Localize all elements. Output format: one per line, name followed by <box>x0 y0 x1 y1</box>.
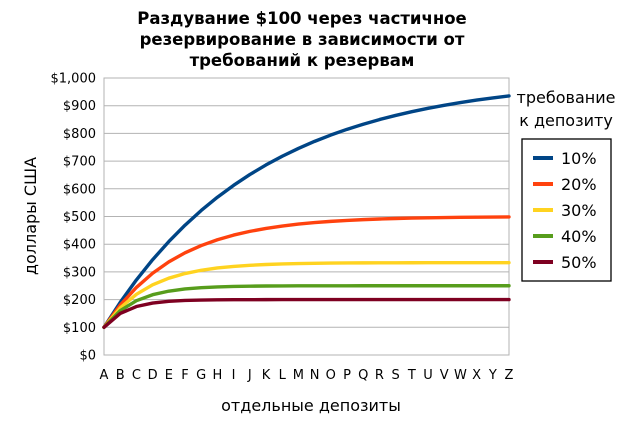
y-tick-label: $1,000 <box>51 72 97 87</box>
y-tick-label: $800 <box>63 127 96 142</box>
x-tick-label: E <box>165 368 173 383</box>
legend-label: 30% <box>561 201 597 220</box>
chart-title-line-1: Раздувание $100 через частичное <box>137 9 467 28</box>
x-tick-label: K <box>262 368 271 383</box>
x-tick-label: U <box>423 368 433 383</box>
x-tick-label: C <box>132 368 141 383</box>
y-tick-label: $300 <box>63 265 96 280</box>
legend: требование к депозиту 10% 20% 30% 40% 50% <box>517 88 616 282</box>
y-tick-label: $500 <box>63 210 96 225</box>
x-tick-label: P <box>343 368 351 383</box>
y-tick-label: $900 <box>63 99 96 114</box>
legend-title-line-2: к депозиту <box>519 111 613 130</box>
series-line-3 <box>102 260 511 329</box>
series-line-1 <box>102 94 511 329</box>
y-axis-title: доллары США <box>21 157 40 275</box>
x-tick-label: S <box>391 368 399 383</box>
x-tick-label: X <box>472 368 481 383</box>
y-tick-label: $700 <box>63 155 96 170</box>
legend-items: 10% 20% 30% 40% 50% <box>533 149 597 272</box>
x-tick-label: Z <box>505 368 514 383</box>
x-tick-label: W <box>454 368 467 383</box>
series-lines <box>102 94 511 329</box>
x-axis-title: отдельные депозиты <box>221 396 401 415</box>
y-tick-label: $0 <box>79 349 96 364</box>
x-tick-label: A <box>100 368 109 383</box>
x-tick-label: R <box>375 368 384 383</box>
x-tick-label: M <box>293 368 304 383</box>
x-tick-label: G <box>196 368 206 383</box>
series-line-4 <box>102 284 511 329</box>
series-line-2 <box>102 215 511 329</box>
series-line-5 <box>102 297 511 329</box>
x-tick-label: D <box>148 368 158 383</box>
chart-title-line-2: резервирование в зависимости от <box>140 30 465 49</box>
y-axis-ticks: $0 $100 $200 $300 $400 $500 $600 $700 $800 $900 $1… <box>51 72 97 364</box>
y-tick-label: $200 <box>63 293 96 308</box>
legend-label: 40% <box>561 227 597 246</box>
x-tick-label: J <box>247 368 252 383</box>
x-tick-label: Q <box>358 368 368 383</box>
x-tick-label: I <box>232 368 236 383</box>
y-tick-label: $400 <box>63 238 96 253</box>
x-tick-label: B <box>116 368 125 383</box>
x-tick-label: N <box>310 368 320 383</box>
x-tick-label: O <box>326 368 336 383</box>
y-tick-label: $100 <box>63 321 96 336</box>
legend-label: 50% <box>561 253 597 272</box>
x-tick-label: H <box>213 368 223 383</box>
legend-title-line-1: требование <box>517 88 616 107</box>
y-tick-label: $600 <box>63 182 96 197</box>
x-tick-label: L <box>279 368 287 383</box>
x-tick-label: T <box>407 368 416 383</box>
legend-label: 10% <box>561 149 597 168</box>
chart-title: Раздувание $100 через частичное резервир… <box>137 9 467 70</box>
x-tick-label: F <box>181 368 188 383</box>
legend-label: 20% <box>561 175 597 194</box>
x-tick-label: V <box>440 368 449 383</box>
chart-title-line-3: требований к резервам <box>190 51 415 70</box>
x-tick-label: Y <box>488 368 497 383</box>
